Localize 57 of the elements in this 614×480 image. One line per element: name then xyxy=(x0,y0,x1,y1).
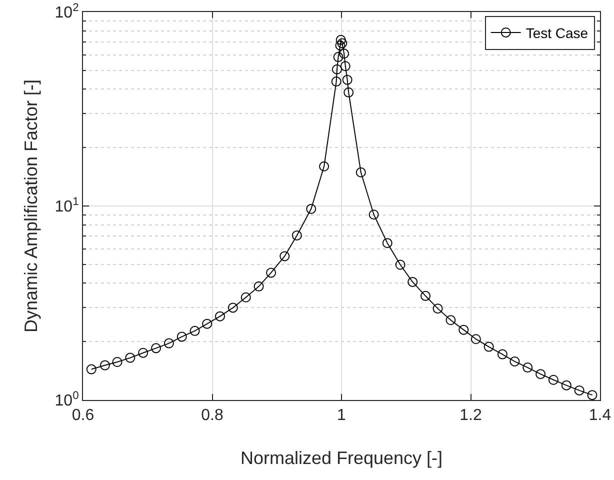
point xyxy=(164,338,174,348)
x-axis-title: Normalized Frequency [-] xyxy=(240,448,443,468)
point xyxy=(319,161,330,172)
point xyxy=(266,268,276,278)
point xyxy=(228,302,238,313)
point xyxy=(190,326,200,336)
x-tick-label: 0.6 xyxy=(72,407,94,424)
point xyxy=(548,374,558,385)
point xyxy=(561,380,572,390)
point xyxy=(432,304,443,314)
x-tick-label: 0.8 xyxy=(201,407,224,424)
point xyxy=(446,315,456,326)
point xyxy=(333,52,344,62)
point xyxy=(458,324,469,335)
point xyxy=(356,167,366,178)
point xyxy=(344,87,354,98)
point xyxy=(138,348,148,358)
point xyxy=(420,290,431,301)
point xyxy=(202,318,212,329)
point xyxy=(497,349,508,360)
point xyxy=(368,210,379,220)
point xyxy=(587,390,598,400)
y-tick-label: 10$^{2}$ xyxy=(54,2,79,22)
point xyxy=(215,311,226,322)
point xyxy=(339,48,350,59)
point xyxy=(100,360,110,370)
point xyxy=(522,362,533,373)
point xyxy=(280,251,290,262)
point xyxy=(336,34,346,45)
point xyxy=(331,76,342,87)
point xyxy=(484,342,494,352)
point xyxy=(176,332,187,342)
legend-label: Test Case xyxy=(526,24,588,41)
y-tick-label: 10$^{1}$ xyxy=(54,196,79,216)
point xyxy=(112,357,122,367)
y-tick-label: 10$^{0}$ xyxy=(54,390,79,410)
point xyxy=(125,352,136,363)
point xyxy=(470,334,481,344)
point xyxy=(382,238,392,248)
point xyxy=(395,260,406,270)
point xyxy=(342,74,352,85)
point xyxy=(306,204,316,214)
point xyxy=(510,356,520,366)
y-axis-title: Dynamic Amplification Factor [-] xyxy=(21,79,41,333)
point xyxy=(574,385,584,396)
point xyxy=(86,364,96,374)
point xyxy=(340,61,350,72)
point xyxy=(240,292,251,302)
point xyxy=(151,343,162,354)
point xyxy=(408,276,418,287)
point xyxy=(332,64,342,74)
x-tick-label: 1.4 xyxy=(588,407,612,424)
x-tick-label: 1.2 xyxy=(460,407,482,424)
point xyxy=(292,230,302,240)
point xyxy=(536,369,546,380)
point xyxy=(254,281,264,292)
x-tick-label: 1 xyxy=(337,407,346,424)
